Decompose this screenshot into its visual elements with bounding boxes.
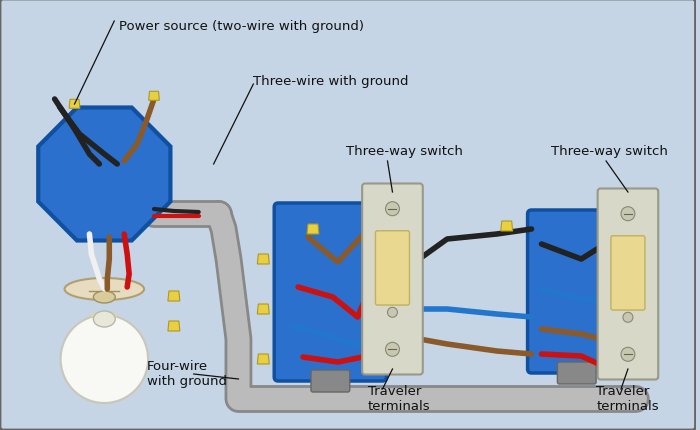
Text: Power source (two-wire with ground): Power source (two-wire with ground): [119, 20, 364, 33]
Polygon shape: [307, 224, 319, 234]
Polygon shape: [168, 291, 180, 301]
FancyBboxPatch shape: [611, 236, 645, 310]
Polygon shape: [148, 92, 160, 101]
FancyBboxPatch shape: [528, 211, 630, 373]
Polygon shape: [69, 100, 80, 109]
Ellipse shape: [64, 278, 144, 300]
Polygon shape: [168, 321, 180, 331]
Circle shape: [621, 207, 635, 221]
Text: Three-way switch: Three-way switch: [346, 144, 463, 158]
Text: Traveler
terminals: Traveler terminals: [368, 384, 430, 412]
Polygon shape: [500, 221, 512, 231]
FancyBboxPatch shape: [598, 189, 658, 380]
Ellipse shape: [93, 311, 116, 327]
FancyBboxPatch shape: [375, 231, 410, 305]
Circle shape: [61, 315, 148, 403]
Polygon shape: [258, 354, 270, 364]
Polygon shape: [258, 304, 270, 314]
FancyBboxPatch shape: [311, 370, 350, 392]
FancyBboxPatch shape: [274, 203, 386, 381]
Circle shape: [386, 343, 400, 356]
Text: Three-way switch: Three-way switch: [552, 144, 668, 158]
Ellipse shape: [93, 291, 116, 303]
Text: Traveler
terminals: Traveler terminals: [596, 384, 659, 412]
Polygon shape: [258, 255, 270, 264]
Circle shape: [621, 347, 635, 362]
Text: Three-wire with ground: Three-wire with ground: [253, 75, 409, 88]
Text: Four-wire
with ground: Four-wire with ground: [147, 359, 227, 387]
Polygon shape: [38, 108, 170, 241]
FancyBboxPatch shape: [557, 362, 596, 384]
Circle shape: [623, 313, 633, 322]
FancyBboxPatch shape: [362, 184, 423, 375]
Circle shape: [388, 307, 398, 318]
Circle shape: [386, 202, 400, 216]
